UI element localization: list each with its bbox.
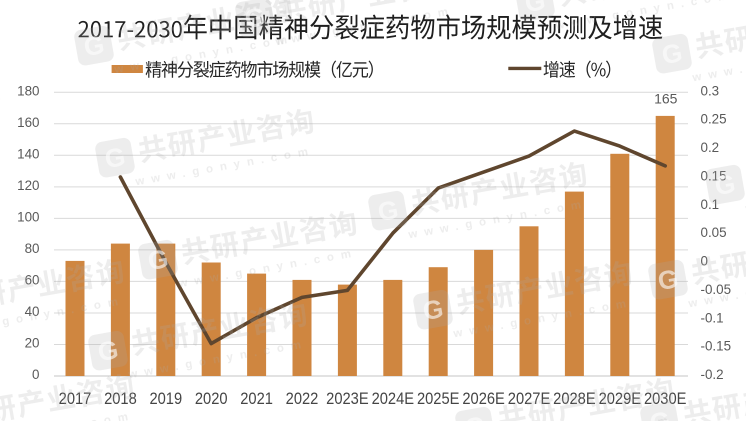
svg-text:-0.2: -0.2 <box>701 367 724 382</box>
svg-text:0: 0 <box>32 367 39 382</box>
svg-text:2026E: 2026E <box>462 390 504 408</box>
svg-text:20: 20 <box>25 336 40 351</box>
svg-text:160: 160 <box>17 115 39 130</box>
svg-text:0.05: 0.05 <box>701 225 727 240</box>
svg-text:0.3: 0.3 <box>701 83 720 98</box>
svg-text:-0.1: -0.1 <box>701 310 724 325</box>
svg-text:165: 165 <box>654 91 678 107</box>
svg-text:0.25: 0.25 <box>701 112 727 127</box>
svg-text:2022: 2022 <box>286 390 319 408</box>
svg-text:G: G <box>462 410 487 421</box>
svg-text:60: 60 <box>25 272 40 287</box>
svg-text:0.2: 0.2 <box>701 140 720 155</box>
svg-text:0.15: 0.15 <box>701 168 727 183</box>
svg-text:0.1: 0.1 <box>701 197 720 212</box>
svg-text:40: 40 <box>25 304 40 319</box>
svg-text:2030E: 2030E <box>644 390 686 408</box>
svg-text:2017: 2017 <box>59 390 92 408</box>
svg-text:2020: 2020 <box>195 390 228 408</box>
svg-text:2027E: 2027E <box>508 390 550 408</box>
svg-text:2019: 2019 <box>149 390 182 408</box>
svg-text:G: G <box>522 0 547 18</box>
svg-text:2025E: 2025E <box>417 390 459 408</box>
svg-text:120: 120 <box>17 178 39 193</box>
svg-text:180: 180 <box>17 83 39 98</box>
svg-text:2024E: 2024E <box>372 390 414 408</box>
svg-text:-0.05: -0.05 <box>701 282 732 297</box>
svg-text:0: 0 <box>701 254 708 269</box>
svg-text:2023E: 2023E <box>326 390 368 408</box>
svg-text:2018: 2018 <box>104 390 137 408</box>
svg-text:-0.15: -0.15 <box>701 339 732 354</box>
svg-text:2029E: 2029E <box>599 390 641 408</box>
svg-text:100: 100 <box>17 209 39 224</box>
svg-text:80: 80 <box>25 241 40 256</box>
svg-text:2028E: 2028E <box>553 390 595 408</box>
svg-text:G: G <box>647 405 672 421</box>
svg-text:2021: 2021 <box>240 390 273 408</box>
svg-text:140: 140 <box>17 146 39 161</box>
